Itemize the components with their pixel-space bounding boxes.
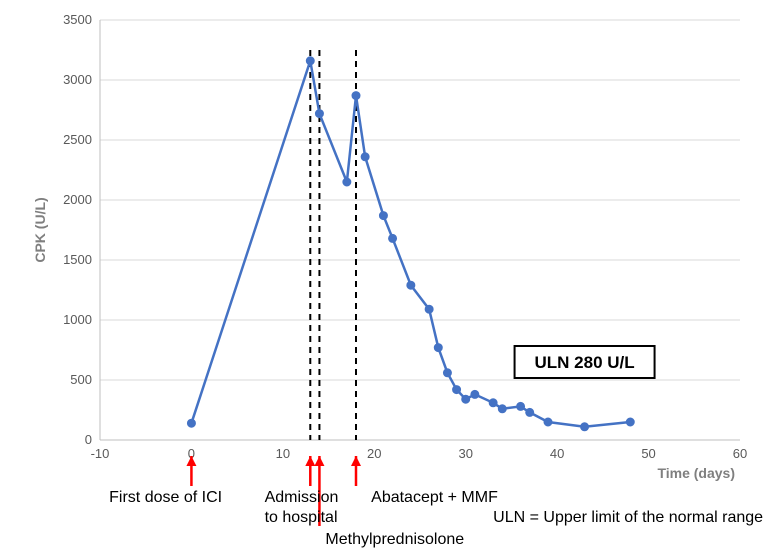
y-tick-label: 2000 — [63, 192, 92, 207]
annot-admission-l1: Admission — [265, 489, 339, 506]
data-point — [471, 390, 479, 398]
data-point — [626, 418, 634, 426]
data-point — [434, 344, 442, 352]
data-point — [379, 212, 387, 220]
x-tick-label: 40 — [550, 446, 564, 461]
data-point — [443, 369, 451, 377]
y-tick-label: 3000 — [63, 72, 92, 87]
data-point — [544, 418, 552, 426]
data-point — [361, 153, 369, 161]
annot-admission-l2: to hospital — [265, 509, 338, 526]
data-point — [389, 234, 397, 242]
y-tick-label: 2500 — [63, 132, 92, 147]
annot-abatacept: Abatacept + MMF — [371, 489, 498, 506]
y-axis-label: CPK (U/L) — [32, 197, 48, 262]
x-tick-label: 50 — [641, 446, 655, 461]
y-tick-label: 1500 — [63, 252, 92, 267]
annot-first-dose: First dose of ICI — [109, 489, 222, 506]
data-point — [425, 305, 433, 313]
data-point — [489, 399, 497, 407]
annot-methylpred: Methylprednisolone — [325, 531, 464, 548]
uln-badge-text: ULN 280 U/L — [535, 353, 635, 372]
y-tick-label: 1000 — [63, 312, 92, 327]
data-point — [581, 423, 589, 431]
x-tick-label: -10 — [91, 446, 110, 461]
data-point — [343, 178, 351, 186]
annot-uln-legend: ULN = Upper limit of the normal range — [493, 509, 763, 526]
y-tick-label: 500 — [70, 372, 92, 387]
data-point — [498, 405, 506, 413]
data-point — [453, 386, 461, 394]
x-tick-label: 20 — [367, 446, 381, 461]
y-tick-label: 3500 — [63, 12, 92, 27]
chart-container: 0500100015002000250030003500-10010203040… — [0, 0, 775, 549]
data-point — [407, 281, 415, 289]
y-tick-label: 0 — [85, 432, 92, 447]
x-tick-label: 30 — [458, 446, 472, 461]
data-point — [352, 92, 360, 100]
cpk-line-chart: 0500100015002000250030003500-10010203040… — [0, 0, 775, 549]
data-point — [187, 419, 195, 427]
data-point — [306, 57, 314, 65]
data-point — [462, 395, 470, 403]
data-point — [517, 402, 525, 410]
x-tick-label: 60 — [733, 446, 747, 461]
x-axis-label: Time (days) — [657, 465, 735, 481]
x-tick-label: 10 — [276, 446, 290, 461]
data-point — [526, 408, 534, 416]
data-point — [315, 110, 323, 118]
